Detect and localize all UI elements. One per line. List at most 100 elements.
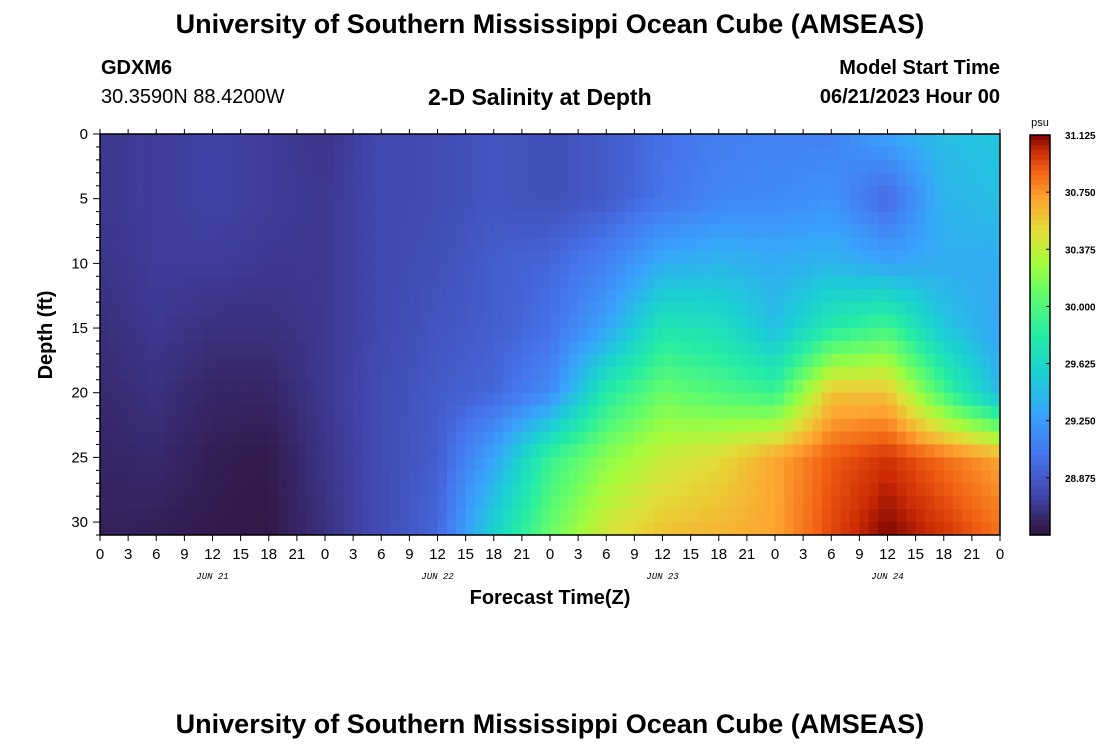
heatmap-cell [137, 224, 148, 239]
heatmap-cell [175, 224, 185, 239]
heatmap-cell [568, 159, 579, 174]
heatmap-cell [662, 211, 673, 226]
heatmap-cell [381, 134, 392, 148]
heatmap-cell [728, 366, 739, 381]
heatmap-cell [596, 509, 607, 523]
heatmap-cell [859, 237, 870, 252]
heatmap-cell [315, 509, 326, 523]
heatmap-cell [568, 418, 579, 433]
heatmap-cell [203, 185, 214, 200]
heatmap-cell [671, 457, 682, 471]
heatmap-cell [821, 340, 832, 355]
heatmap-cell [343, 289, 354, 303]
heatmap-cell [250, 379, 260, 394]
heatmap-cell [915, 522, 926, 535]
heatmap-cell [193, 198, 204, 213]
heatmap-cell [512, 237, 523, 252]
heatmap-cell [953, 431, 964, 446]
heatmap-cell [606, 418, 617, 433]
heatmap-cell [821, 470, 832, 484]
heatmap-cell [953, 379, 964, 394]
heatmap-cell [362, 483, 373, 497]
heatmap-cell [268, 211, 279, 226]
heatmap-cell [906, 431, 917, 446]
heatmap-cell [943, 289, 954, 303]
heatmap-cell [390, 483, 401, 497]
heatmap-cell [175, 146, 185, 161]
heatmap-cell [765, 185, 776, 200]
heatmap-cell [118, 470, 129, 484]
heatmap-cell [146, 134, 157, 148]
heatmap-cell [887, 405, 898, 420]
heatmap-cell [475, 379, 485, 394]
heatmap-cell [728, 134, 739, 148]
heatmap-cell [775, 185, 785, 200]
heatmap-cell [615, 172, 626, 187]
heatmap-cell [212, 237, 223, 252]
heatmap-cell [306, 483, 317, 497]
heatmap-cell [156, 198, 167, 213]
heatmap-cell [606, 522, 617, 535]
heatmap-cell [118, 328, 129, 342]
heatmap-cell [737, 522, 748, 535]
colorbar-segment [1030, 435, 1050, 441]
heatmap-cell [615, 431, 626, 446]
heatmap-cell [437, 418, 448, 433]
heatmap-cell [137, 496, 148, 510]
heatmap-cell [203, 159, 214, 174]
heatmap-cell [475, 146, 485, 161]
heatmap-cell [671, 263, 682, 277]
heatmap-cell [428, 315, 439, 329]
colorbar-segment [1030, 370, 1050, 376]
heatmap-cell [418, 353, 429, 368]
colorbar-segment [1030, 345, 1050, 351]
heatmap-cell [306, 172, 317, 187]
heatmap-cell [606, 366, 617, 381]
heatmap-cell [662, 431, 673, 446]
heatmap-cell [465, 172, 476, 187]
heatmap-cell [334, 146, 345, 161]
heatmap-cell [137, 172, 148, 187]
heatmap-cell [821, 379, 832, 394]
heatmap-cell [962, 392, 973, 407]
heatmap-cell [446, 250, 457, 264]
heatmap-cell [756, 353, 767, 368]
heatmap-cell [390, 340, 401, 355]
heatmap-cell [353, 328, 364, 342]
heatmap-cell [831, 418, 842, 433]
heatmap-cell [962, 159, 973, 174]
heatmap-cell [700, 509, 710, 523]
colorbar-segment [1030, 310, 1050, 316]
heatmap-cell [259, 392, 270, 407]
heatmap-cell [475, 289, 485, 303]
heatmap-cell [371, 198, 382, 213]
x-tick-label: 21 [514, 546, 531, 563]
heatmap-cell [990, 353, 1000, 368]
heatmap-cell [503, 328, 514, 342]
heatmap-cell [128, 198, 139, 213]
heatmap-cell [925, 366, 935, 381]
heatmap-cell [943, 250, 954, 264]
heatmap-cell [184, 431, 195, 446]
heatmap-cell [671, 418, 682, 433]
heatmap-cell [221, 483, 232, 497]
heatmap-cell [831, 470, 842, 484]
heatmap-cell [418, 289, 429, 303]
heatmap-cell [278, 379, 289, 394]
heatmap-cell [296, 302, 307, 316]
heatmap-cell [175, 263, 185, 277]
heatmap-cell [221, 353, 232, 368]
heatmap-cell [212, 431, 223, 446]
heatmap-cell [850, 366, 860, 381]
heatmap-cell [690, 522, 701, 535]
heatmap-cell [756, 431, 767, 446]
heatmap-cell [887, 185, 898, 200]
heatmap-cell [137, 509, 148, 523]
heatmap-cell [165, 224, 176, 239]
heatmap-cell [287, 198, 298, 213]
heatmap-cell [446, 185, 457, 200]
heatmap-cell [400, 276, 410, 290]
heatmap-cell [915, 198, 926, 213]
heatmap-cell [559, 302, 570, 316]
heatmap-cell [137, 315, 148, 329]
